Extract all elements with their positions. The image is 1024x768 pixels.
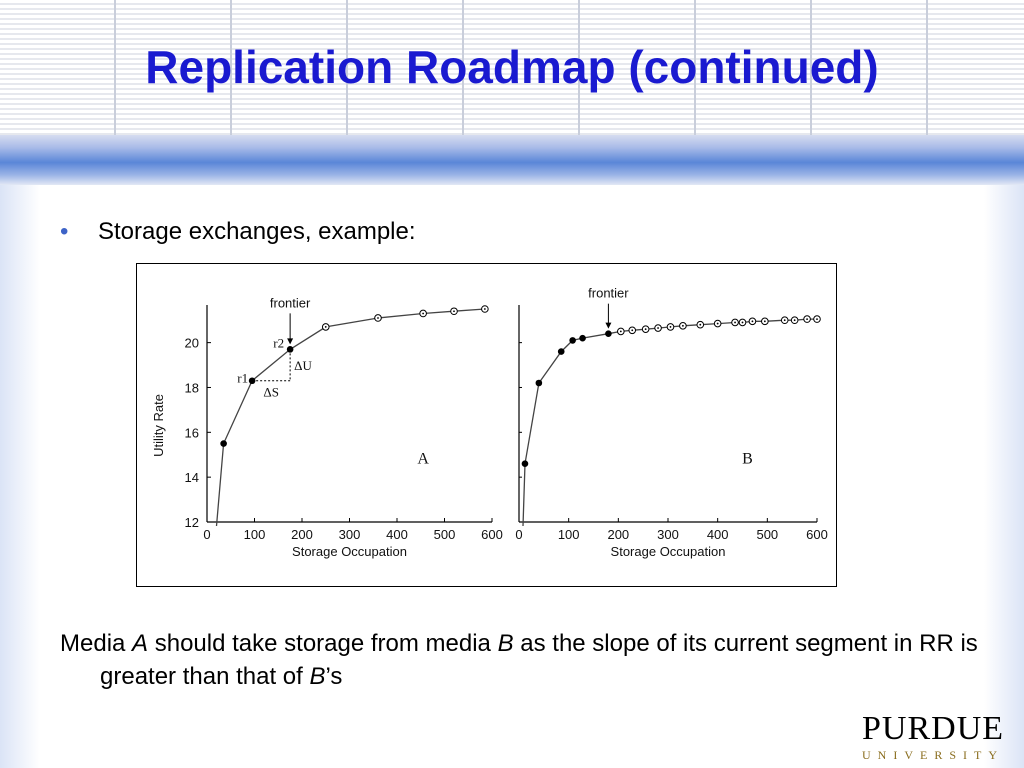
panel-a-x-tick-label: 0 <box>203 527 210 542</box>
left-edge-gradient <box>0 185 40 768</box>
panel-b-x-axis-label: Storage Occupation <box>611 544 726 559</box>
panel-a-x-tick-label: 500 <box>434 527 456 542</box>
panel-b-point-open-center <box>699 323 702 326</box>
panel-a-y-tick-label: 20 <box>185 336 199 351</box>
bullet-dot: • <box>60 218 69 245</box>
panel-b-point-open-center <box>751 320 754 323</box>
chart-figure: 0 100 200 300 400 500 600 12 14 16 18 20 Storage Occ… <box>151 286 828 559</box>
panel-b-point-open-center <box>783 319 786 322</box>
panel-a-y-tick-label: 18 <box>185 380 199 395</box>
panel-b-point-filled <box>557 348 565 355</box>
panel-b-x-tick-label: 500 <box>756 527 778 542</box>
panel-a-point-open-center <box>422 312 425 315</box>
panel-b-x-tick-label: 100 <box>558 527 580 542</box>
panel-a-point-open-center <box>453 310 455 313</box>
panel-b-point-open-center <box>644 328 647 331</box>
panel-b-point-open-center <box>806 318 808 320</box>
panel-a-y-tick-label: 16 <box>185 425 199 440</box>
panel-a-panel-label: A <box>417 451 429 468</box>
panel-b-point-open-center <box>619 330 622 333</box>
panel-b-x-tick-label: 600 <box>806 527 828 542</box>
panel-a-y-tick-label: 14 <box>185 470 199 485</box>
panel-b-point-open-center <box>716 322 719 325</box>
panel-b-point-filled <box>521 460 529 468</box>
panel-a-y-axis-label: Utility Rate <box>151 394 166 457</box>
caption-paragraph: Media A should take storage from media B… <box>60 627 1000 693</box>
logo-subtitle: UNIVERSITY <box>862 748 1004 762</box>
panel-a-r1-label: r1 <box>237 371 248 386</box>
panel-b-point-filled <box>569 337 576 344</box>
slide-title: Replication Roadmap (continued) <box>145 41 879 93</box>
panel-b-point-filled <box>579 334 586 342</box>
caption-text-4: ’s <box>325 663 343 690</box>
purdue-logo: PURDUE UNIVERSITY <box>862 712 1016 768</box>
panel-b-point-open-center <box>669 326 672 328</box>
panel-b-series-line <box>522 318 817 527</box>
media-b-label-2: B <box>309 663 326 690</box>
figure-panel: 0 100 200 300 400 500 600 12 14 16 18 20 Storage Occ… <box>136 263 837 587</box>
panel-a-x-tick-label: 200 <box>291 527 313 542</box>
panel-b-point-filled <box>535 379 543 387</box>
header-background <box>0 0 1024 135</box>
bullet-item: • Storage exchanges, example: <box>60 218 416 246</box>
caption-text-2: should take storage from media <box>148 630 498 657</box>
media-b-label: B <box>497 630 514 657</box>
panel-a-point-filled <box>220 440 227 447</box>
panel-a-delta-u-label: ΔU <box>294 358 312 373</box>
panel-a-series-line <box>215 308 485 527</box>
panel-a-frontier-label: frontier <box>270 295 311 310</box>
caption-text-1: Media <box>60 630 133 657</box>
logo-wordmark: PURDUE <box>862 710 1005 747</box>
panel-b-point-filled <box>605 330 612 337</box>
panel-a-point-filled <box>248 377 256 385</box>
panel-b-x-tick-label: 400 <box>707 527 729 542</box>
panel-b-point-open-center <box>793 319 796 322</box>
panel-b-panel-label: B <box>742 451 753 468</box>
header-band <box>0 135 1024 185</box>
panel-a-point-open-center <box>324 326 327 328</box>
panel-a-x-tick-label: 100 <box>244 527 266 542</box>
panel-a-point-open-center <box>377 317 379 319</box>
panel-a-x-axis-label: Storage Occupation <box>292 544 407 559</box>
panel-a-y-tick-label: 12 <box>185 515 199 530</box>
panel-a-x-tick-label: 400 <box>386 527 408 542</box>
panel-a-delta-s-label: ΔS <box>263 385 279 400</box>
panel-b-point-open-center <box>657 327 659 329</box>
bullet-text: Storage exchanges, example: <box>98 218 416 245</box>
panel-a-r2-label: r2 <box>273 335 284 350</box>
panel-b-x-tick-label: 200 <box>607 527 629 542</box>
panel-b-point-open-center <box>734 321 736 324</box>
panel-b-point-open-center <box>682 324 684 327</box>
panel-b-point-open-center <box>816 318 818 320</box>
media-a-label: A <box>132 630 149 657</box>
right-edge-gradient <box>984 185 1024 768</box>
caption-text-3: as the slope of its current segment in R… <box>100 630 978 690</box>
panel-b-point-open-center <box>741 321 744 324</box>
panel-b-point-open-center <box>631 329 634 332</box>
panel-b-point-open-center <box>763 320 766 323</box>
panel-a-x-tick-label: 300 <box>339 527 361 542</box>
panel-a-x-tick-label: 600 <box>481 527 503 542</box>
panel-b-frontier-arrow-head <box>605 322 612 329</box>
panel-b-x-tick-label: 300 <box>657 527 679 542</box>
panel-a-frontier-arrow-head <box>287 338 294 345</box>
panel-b-x-tick-label: 0 <box>515 527 522 542</box>
panel-b-frontier-label: frontier <box>588 286 629 301</box>
panel-a-point-open-center <box>483 308 486 310</box>
